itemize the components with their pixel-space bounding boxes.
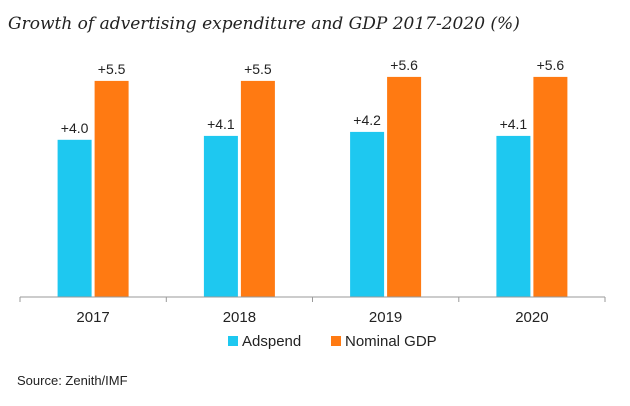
bar-nominal-gdp-2019 (387, 76, 422, 298)
x-tick-label-2018: 2018 (223, 309, 256, 326)
bar-adspend-2017 (57, 139, 92, 297)
data-label-adspend-2019: +4.2 (353, 112, 381, 128)
x-tick-label-2019: 2019 (369, 309, 402, 326)
data-label-nominal-gdp-2018: +5.5 (244, 61, 272, 77)
legend-label-adspend: Adspend (242, 333, 301, 350)
legend-label-nominal-gdp: Nominal GDP (345, 333, 437, 350)
source-note: Source: Zenith/IMF (17, 373, 128, 388)
x-tick-label-2020: 2020 (515, 309, 548, 326)
x-tick-label-2017: 2017 (76, 309, 109, 326)
data-label-nominal-gdp-2020: +5.6 (537, 57, 565, 73)
legend-swatch-nominal-gdp (331, 336, 341, 346)
data-label-nominal-gdp-2017: +5.5 (98, 61, 126, 77)
data-label-adspend-2020: +4.1 (500, 116, 528, 132)
bar-adspend-2019 (350, 131, 385, 297)
bar-nominal-gdp-2017 (94, 80, 129, 298)
bar-nominal-gdp-2020 (533, 76, 568, 298)
legend-swatch-adspend (228, 336, 238, 346)
data-label-adspend-2017: +4.0 (61, 120, 89, 136)
bar-adspend-2020 (496, 135, 531, 297)
chart-title: Growth of advertising expenditure and GD… (8, 14, 520, 34)
bar-adspend-2018 (203, 135, 238, 297)
bar-nominal-gdp-2018 (240, 80, 275, 298)
data-label-nominal-gdp-2019: +5.6 (390, 57, 418, 73)
data-label-adspend-2018: +4.1 (207, 116, 235, 132)
